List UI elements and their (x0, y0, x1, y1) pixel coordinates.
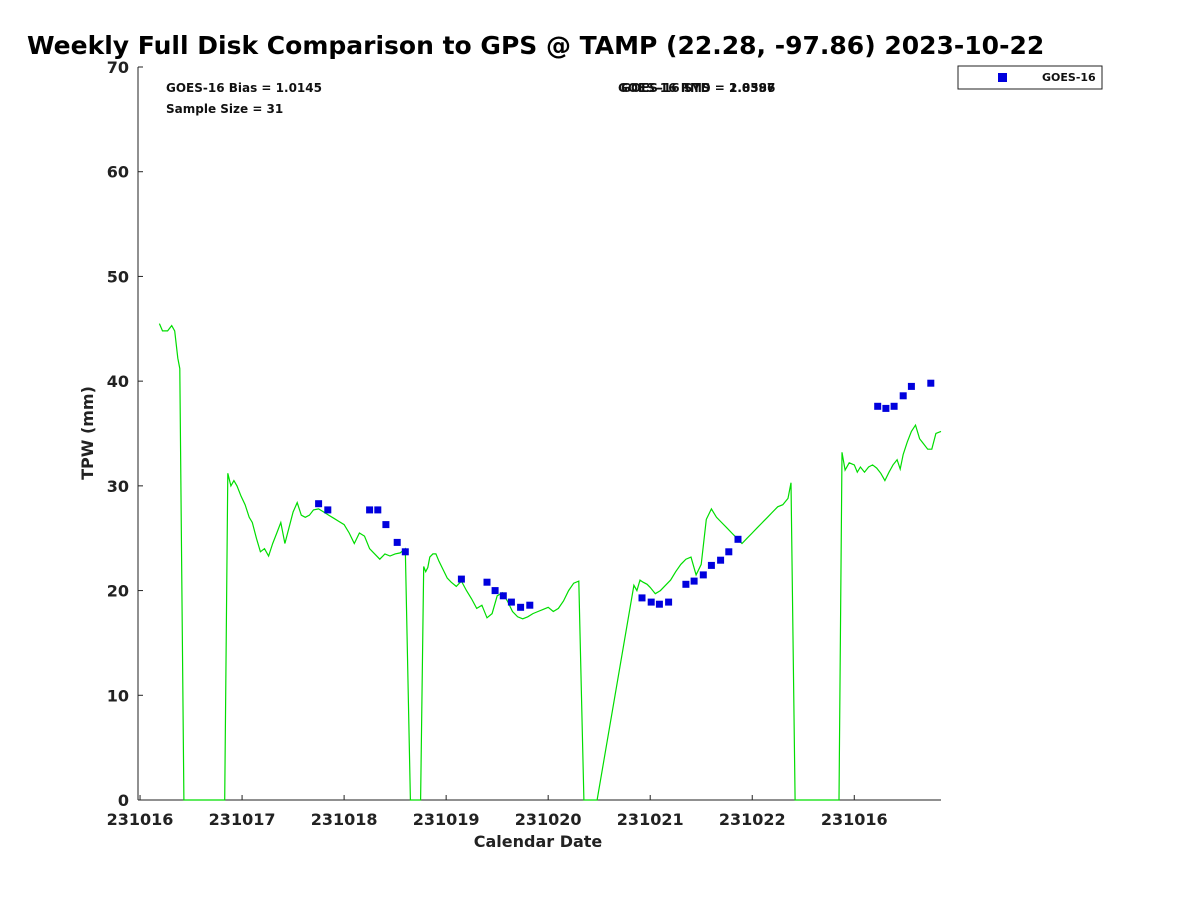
sample-size-annotation: Sample Size = 31 (166, 102, 283, 116)
goes16-point-25 (874, 402, 882, 410)
x-tick-label-1: 231017 (209, 810, 276, 829)
goes16-point-21 (707, 561, 715, 569)
x-tick-label-2: 231018 (311, 810, 378, 829)
goes16-point-30 (927, 379, 935, 387)
goes16-point-18 (682, 580, 690, 588)
series-layer (158, 323, 942, 801)
plot-area (137, 67, 941, 801)
goes16-point-20 (699, 571, 707, 579)
y-tick-label-0: 0 (118, 791, 129, 810)
x-tick-label-4: 231020 (515, 810, 582, 829)
goes16-point-8 (483, 578, 491, 586)
x-axis-label: Calendar Date (474, 832, 603, 851)
goes16-point-14 (638, 594, 646, 602)
y-tick-label-10: 10 (107, 686, 129, 705)
goes16-point-9 (491, 587, 499, 595)
y-tick-label-60: 60 (107, 163, 129, 182)
gps-tpw-line (158, 323, 942, 801)
goes16-point-3 (374, 506, 382, 514)
goes16-point-15 (647, 598, 655, 606)
goes16-point-6 (401, 548, 409, 556)
legend-marker-goes16 (998, 73, 1007, 82)
goes16-point-1 (324, 506, 332, 514)
goes16-point-11 (507, 598, 515, 606)
goes16-point-26 (882, 404, 890, 412)
rms-annotation: GOES-16 RMS = 2.0386 (618, 81, 775, 95)
y-tick-label-30: 30 (107, 477, 129, 496)
y-tick-label-70: 70 (107, 58, 129, 77)
goes16-point-10 (499, 592, 507, 600)
x-axis-ticks: 231016 231017 231018 231019 231020 231021 2310… (107, 795, 888, 829)
x-tick-label-6: 231022 (719, 810, 786, 829)
goes16-point-28 (899, 392, 907, 400)
goes16-point-4 (382, 521, 390, 529)
y-tick-label-20: 20 (107, 582, 129, 601)
goes16-point-17 (665, 598, 673, 606)
chart-title: Weekly Full Disk Comparison to GPS @ TAM… (27, 31, 1044, 60)
goes16-point-5 (393, 538, 401, 546)
goes16-point-2 (366, 506, 374, 514)
goes16-point-22 (717, 556, 725, 564)
goes16-point-23 (725, 548, 733, 556)
y-tick-label-40: 40 (107, 372, 129, 391)
goes16-point-16 (655, 600, 663, 608)
y-tick-label-50: 50 (107, 267, 129, 286)
goes16-point-12 (517, 603, 525, 611)
x-tick-label-5: 231021 (617, 810, 684, 829)
legend: GOES-16 (957, 65, 1103, 90)
x-tick-label-7: 231016 (821, 810, 888, 829)
y-axis-label: TPW (mm) (78, 386, 97, 480)
legend-label-goes16: GOES-16 (1042, 71, 1096, 84)
y-axis-ticks: 0 10 20 30 40 50 60 70 (107, 58, 143, 810)
x-tick-label-0: 231016 (107, 810, 174, 829)
goes16-point-19 (690, 577, 698, 585)
goes16-point-27 (890, 402, 898, 410)
legend-box (957, 65, 1103, 90)
goes16-point-13 (526, 601, 534, 609)
goes16-point-24 (734, 535, 742, 543)
std-annotation: GOES-16 STD = 1.8597 (621, 81, 775, 95)
bias-annotation: GOES-16 Bias = 1.0145 (166, 81, 322, 95)
goes16-point-29 (907, 382, 915, 390)
goes16-point-7 (457, 575, 465, 583)
goes16-point-0 (315, 500, 323, 508)
x-tick-label-3: 231019 (413, 810, 480, 829)
